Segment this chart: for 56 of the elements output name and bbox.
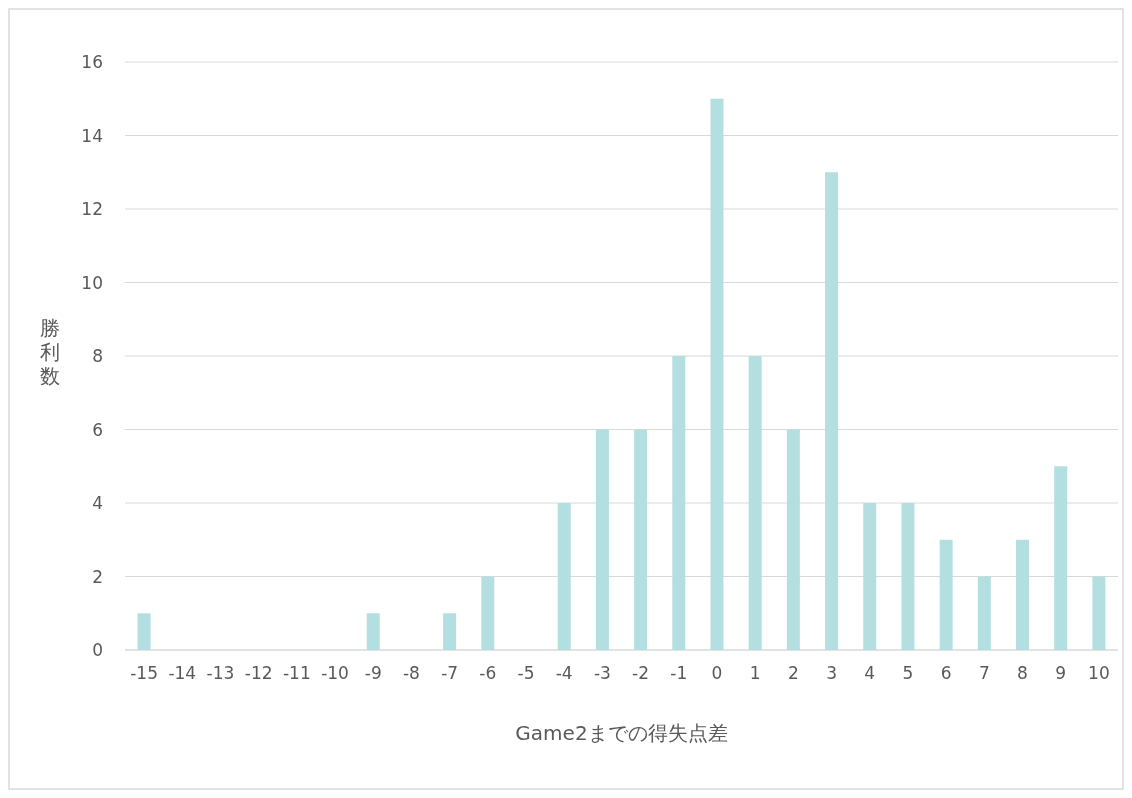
y-tick-label: 8 xyxy=(92,346,103,366)
bar xyxy=(595,429,609,650)
x-tick-label: -6 xyxy=(479,663,497,683)
bar xyxy=(634,429,648,650)
y-tick-label: 0 xyxy=(92,640,103,660)
x-tick-label: 5 xyxy=(902,663,914,683)
x-tick-label: -9 xyxy=(364,663,382,683)
x-tick-label: -7 xyxy=(441,663,459,683)
bar xyxy=(557,503,571,650)
x-tick-label: -15 xyxy=(130,663,158,683)
bar xyxy=(443,613,457,650)
x-tick-label: -8 xyxy=(402,663,420,683)
bar xyxy=(825,172,839,650)
y-tick-label: 6 xyxy=(92,419,103,440)
x-tick-label: 4 xyxy=(864,663,876,683)
y-tick-label: 2 xyxy=(92,566,103,587)
bar xyxy=(1016,539,1030,650)
x-tick-label: -13 xyxy=(206,663,235,683)
y-tick-label: 14 xyxy=(81,125,103,146)
x-tick-label: -14 xyxy=(168,663,197,683)
bar xyxy=(748,356,762,650)
x-tick-label: -12 xyxy=(244,663,273,683)
y-tick-label: 4 xyxy=(92,493,103,513)
x-tick-label: 8 xyxy=(1017,663,1028,683)
x-tick-label: -1 xyxy=(670,663,688,683)
bar xyxy=(786,429,800,650)
bar xyxy=(1092,576,1106,650)
y-axis-title: 勝利数 xyxy=(40,316,60,388)
bar xyxy=(137,613,151,650)
x-tick-label: -2 xyxy=(632,663,650,683)
x-axis-title: Game2までの得失点差 xyxy=(515,721,728,745)
bar xyxy=(366,613,380,650)
x-tick-label: -11 xyxy=(282,663,311,683)
bar xyxy=(1054,466,1068,650)
x-tick-label: 0 xyxy=(711,663,723,683)
y-tick-label: 16 xyxy=(81,52,103,72)
x-tick-label: 10 xyxy=(1088,663,1110,683)
x-tick-label: 2 xyxy=(787,663,799,683)
x-tick-label: 6 xyxy=(940,663,952,683)
x-tick-label: -3 xyxy=(593,663,611,683)
x-tick-label: 1 xyxy=(749,663,761,683)
bar xyxy=(901,503,915,650)
x-tick-label: -10 xyxy=(321,663,349,683)
x-tick-label: -5 xyxy=(517,663,535,683)
y-tick-label: 10 xyxy=(81,272,103,293)
x-tick-label: 9 xyxy=(1055,663,1067,683)
bar xyxy=(710,98,724,650)
x-tick-label: 3 xyxy=(826,663,837,683)
bar xyxy=(863,503,877,650)
bar xyxy=(672,356,686,650)
bar xyxy=(481,576,495,650)
x-tick-label: -4 xyxy=(555,663,573,683)
y-tick-label: 12 xyxy=(81,199,103,219)
x-tick-label: 7 xyxy=(978,663,990,683)
bar xyxy=(939,539,953,650)
bar xyxy=(977,576,991,650)
